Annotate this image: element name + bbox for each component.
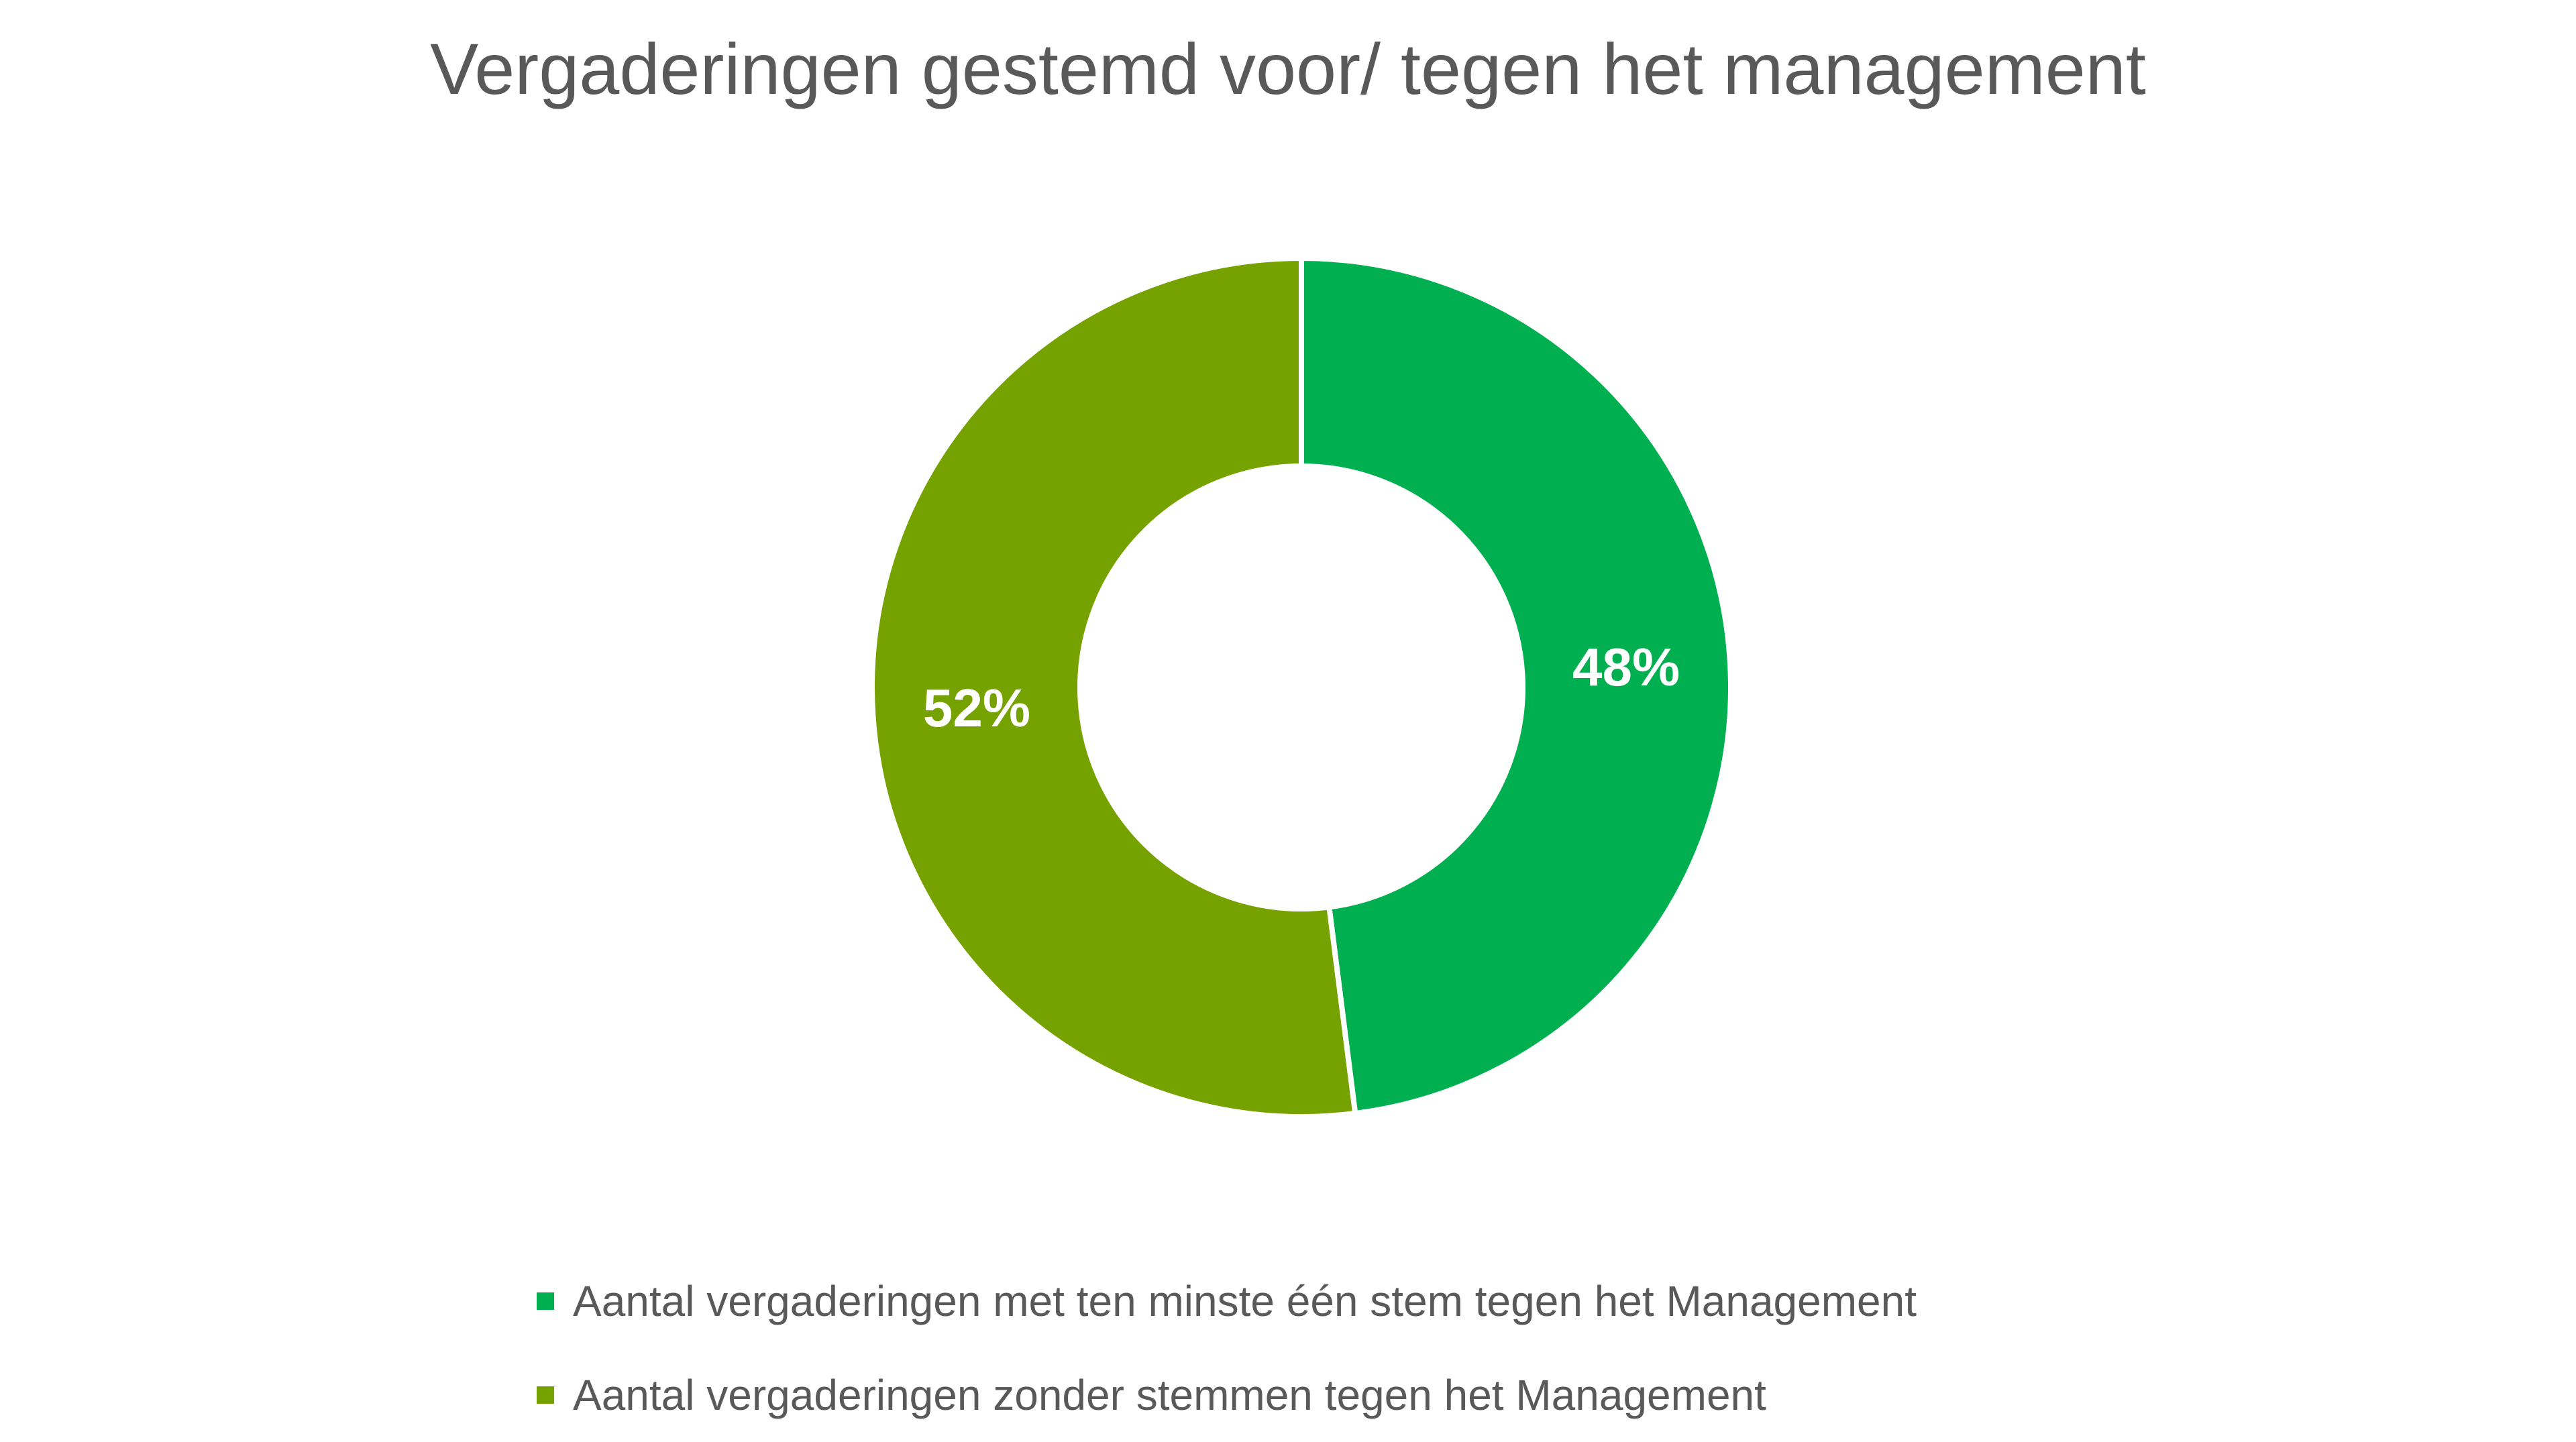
legend-swatch-against [537,1292,554,1310]
legend-swatch-without [537,1386,554,1404]
legend-item-without: Aantal vergaderingen zonder stemmen tege… [537,1348,1917,1442]
legend-label-against: Aantal vergaderingen met ten minste één … [573,1277,1917,1325]
donut-label-without: 52% [923,678,1030,738]
donut-slice-without [869,255,1358,1119]
legend: Aantal vergaderingen met ten minste één … [537,1254,1917,1442]
donut-slices [869,255,1733,1119]
donut-labels: 48% 52% [923,637,1680,738]
chart-title: Vergaderingen gestemd voor/ tegen het ma… [430,28,2146,109]
donut-label-against: 48% [1572,637,1680,697]
legend-label-without: Aantal vergaderingen zonder stemmen tege… [573,1371,1766,1419]
legend-item-against: Aantal vergaderingen met ten minste één … [537,1254,1917,1348]
donut-chart: 48% 52% [869,255,1733,1119]
donut-slice-against [1299,255,1733,1117]
